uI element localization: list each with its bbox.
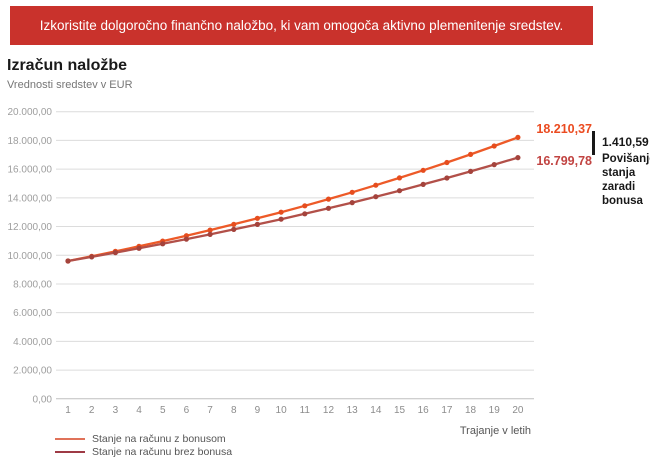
svg-text:18.000,00: 18.000,00 xyxy=(8,136,53,147)
data-point xyxy=(325,205,332,211)
svg-text:13: 13 xyxy=(347,405,359,416)
svg-text:15: 15 xyxy=(394,405,406,416)
svg-text:1: 1 xyxy=(65,405,71,416)
svg-text:4.000,00: 4.000,00 xyxy=(13,337,52,348)
legend-label-without-bonus: Stanje na računu brez bonusa xyxy=(92,446,233,458)
data-point xyxy=(491,162,497,168)
difference-caption: Povišanje stanja zaradi bonusa xyxy=(602,153,650,207)
data-point xyxy=(515,134,521,140)
data-point xyxy=(207,231,213,237)
difference-value: 1.410,59 xyxy=(602,135,649,149)
data-point xyxy=(349,200,355,206)
data-point xyxy=(396,175,403,181)
svg-text:4: 4 xyxy=(136,405,142,416)
svg-text:11: 11 xyxy=(300,405,311,416)
data-point xyxy=(444,159,450,166)
data-point xyxy=(136,245,142,251)
legend-label-with-bonus: Stanje na računu z bonusom xyxy=(92,433,226,445)
data-point xyxy=(89,254,95,260)
data-point xyxy=(302,203,308,209)
svg-text:8: 8 xyxy=(231,405,237,416)
svg-text:6: 6 xyxy=(184,405,190,416)
value-label-with-bonus: 18.210,37 xyxy=(536,122,592,136)
svg-text:7: 7 xyxy=(207,405,213,416)
svg-text:20: 20 xyxy=(512,405,524,416)
data-point xyxy=(373,194,379,200)
series-with-bonus xyxy=(65,134,521,264)
svg-text:14: 14 xyxy=(370,405,382,416)
svg-text:8.000,00: 8.000,00 xyxy=(13,279,52,290)
data-point xyxy=(231,221,237,227)
promo-banner: Izkoristite dolgoročno finančno naložbo,… xyxy=(10,6,593,45)
svg-text:10: 10 xyxy=(276,405,288,416)
svg-text:12.000,00: 12.000,00 xyxy=(8,222,53,233)
data-point xyxy=(183,236,189,242)
svg-text:18: 18 xyxy=(465,405,477,416)
difference-bar xyxy=(592,131,595,155)
page-title: Izračun naložbe xyxy=(7,57,128,74)
svg-text:2: 2 xyxy=(89,405,95,416)
data-point xyxy=(420,181,426,187)
data-point xyxy=(254,215,260,221)
grid-lines xyxy=(56,111,534,400)
data-point xyxy=(231,226,237,232)
promo-banner-text: Izkoristite dolgoročno finančno naložbo,… xyxy=(39,18,564,33)
legend-item-with-bonus: Stanje na računu z bonusom xyxy=(55,433,232,445)
data-point xyxy=(254,221,260,227)
data-point xyxy=(278,216,284,222)
svg-text:2.000,00: 2.000,00 xyxy=(13,366,52,377)
data-point xyxy=(420,167,426,173)
series-without-bonus xyxy=(65,155,521,264)
y-axis-labels: 0,00 2.000,00 4.000,00 6.000,00 8.000,00 10.0… xyxy=(8,107,53,405)
data-point xyxy=(373,182,379,188)
svg-text:5: 5 xyxy=(160,405,166,416)
svg-text:14.000,00: 14.000,00 xyxy=(8,193,53,204)
svg-text:16.000,00: 16.000,00 xyxy=(8,165,53,176)
data-point xyxy=(515,155,521,161)
svg-text:17: 17 xyxy=(441,405,453,416)
x-axis-labels: 1 2 3 4 5 6 7 8 9 10 11 12 13 14 15 16 17 18 19 20 xyxy=(65,405,524,416)
data-point xyxy=(491,143,497,149)
data-point xyxy=(325,196,332,202)
x-axis-title: Trajanje v letih xyxy=(459,425,531,437)
value-label-without-bonus: 16.799,78 xyxy=(536,154,592,168)
data-point xyxy=(349,189,355,195)
legend-swatch-without-bonus xyxy=(55,451,85,453)
svg-text:0,00: 0,00 xyxy=(33,394,53,405)
svg-text:6.000,00: 6.000,00 xyxy=(13,308,52,319)
legend-swatch-with-bonus xyxy=(55,438,85,440)
svg-text:20.000,00: 20.000,00 xyxy=(8,107,53,118)
svg-text:19: 19 xyxy=(489,405,501,416)
data-point xyxy=(444,175,450,181)
line-chart: 0,00 2.000,00 4.000,00 6.000,00 8.000,00 10.0… xyxy=(8,107,534,416)
svg-text:16: 16 xyxy=(418,405,430,416)
data-point xyxy=(396,188,403,194)
data-point xyxy=(278,209,284,215)
data-point xyxy=(468,168,474,174)
data-point xyxy=(302,211,308,217)
svg-text:3: 3 xyxy=(113,405,119,416)
svg-text:9: 9 xyxy=(255,405,261,416)
legend-item-without-bonus: Stanje na računu brez bonusa xyxy=(55,446,232,458)
svg-text:12: 12 xyxy=(323,405,335,416)
data-point xyxy=(160,241,166,247)
svg-text:10.000,00: 10.000,00 xyxy=(8,251,53,262)
legend: Stanje na računu z bonusom Stanje na rač… xyxy=(55,433,232,458)
data-point xyxy=(65,258,71,264)
data-point xyxy=(468,151,474,157)
data-point xyxy=(207,227,213,233)
data-point xyxy=(112,250,118,256)
chart-subtitle: Vrednosti sredstev v EUR xyxy=(7,79,133,91)
